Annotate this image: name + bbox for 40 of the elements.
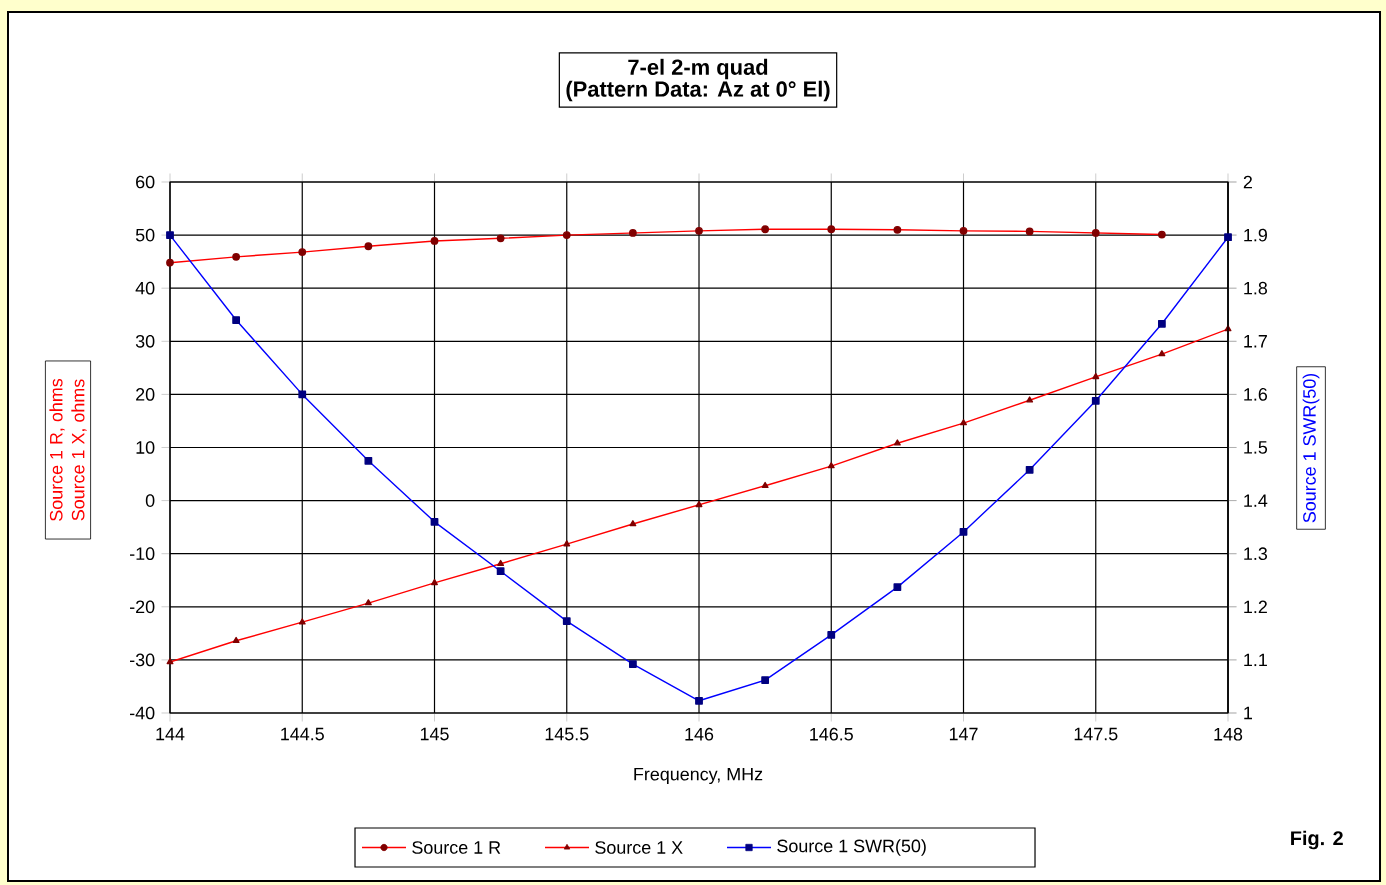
x-tick-label: 144 <box>156 727 185 741</box>
legend-label: Source 1 SWR(50) <box>777 839 926 856</box>
x-tick-label: 146.5 <box>810 727 853 741</box>
y2-tick-label: 2 <box>1243 175 1252 189</box>
chart-subtitle: (Pattern Data: Az at 0° El) <box>566 80 830 102</box>
y-tick-label: -10 <box>130 547 155 561</box>
x-tick-label: 145.5 <box>545 727 589 741</box>
chart-title: 7-el 2-m quad <box>628 58 768 80</box>
y-tick-label: 20 <box>136 388 155 401</box>
y2-tick-label: 1.1 <box>1244 653 1267 667</box>
x-tick-label: 145 <box>420 727 449 741</box>
x-tick-label: 146 <box>685 727 714 741</box>
y-tick-label: 10 <box>136 441 155 454</box>
y2-tick-label: 1.5 <box>1244 441 1268 454</box>
y-tick-label: 50 <box>135 228 155 242</box>
legend-label: Source 1 R <box>412 841 501 854</box>
x-tick-label: 147.5 <box>1074 727 1118 741</box>
y2-tick-label: 1.9 <box>1244 228 1267 242</box>
y2-tick-label: 1.3 <box>1244 547 1268 561</box>
y2-axis-title: Source 1 SWR(50) <box>1302 373 1320 523</box>
y2-tick-label: 1.7 <box>1244 335 1267 348</box>
x-tick-label: 144.5 <box>281 727 324 741</box>
y-tick-label: 0 <box>145 494 155 507</box>
y2-tick-label: 1 <box>1244 706 1252 720</box>
y2-tick-label: 1.4 <box>1244 494 1268 507</box>
x-tick-label: 148 <box>1214 727 1243 741</box>
y-tick-label: -40 <box>130 706 155 720</box>
y2-tick-label: 1.6 <box>1244 388 1268 401</box>
y2-tick-label: 1.8 <box>1244 281 1268 295</box>
y-tick-label: 60 <box>136 175 155 189</box>
caption: Fig. 2 <box>1291 830 1343 850</box>
legend-label: Source 1 X <box>595 841 683 854</box>
y-tick-label: 30 <box>135 334 155 348</box>
x-axis-title: Frequency, MHz <box>634 767 763 785</box>
y-tick-label: -30 <box>130 653 155 667</box>
y-tick-label: 40 <box>135 281 155 295</box>
y2-tick-label: 1.2 <box>1244 600 1267 614</box>
x-tick-label: 147 <box>949 727 978 741</box>
y-tick-label: -20 <box>130 600 155 614</box>
y-axis-title: Source 1 R, ohms Source 1 X, ohms <box>49 378 87 521</box>
